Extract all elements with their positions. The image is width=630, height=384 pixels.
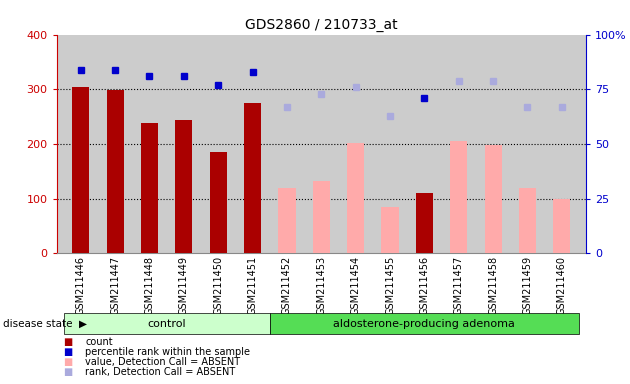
Bar xyxy=(244,103,261,253)
Text: aldosterone-producing adenoma: aldosterone-producing adenoma xyxy=(333,318,515,329)
Bar xyxy=(278,188,295,253)
Text: disease state  ▶: disease state ▶ xyxy=(3,318,87,329)
Bar xyxy=(519,188,536,253)
Title: GDS2860 / 210733_at: GDS2860 / 210733_at xyxy=(245,18,398,32)
Text: count: count xyxy=(85,337,113,347)
Bar xyxy=(312,180,330,253)
Bar xyxy=(484,145,501,253)
Text: control: control xyxy=(147,318,186,329)
Bar xyxy=(553,199,570,253)
Text: rank, Detection Call = ABSENT: rank, Detection Call = ABSENT xyxy=(85,367,235,377)
Bar xyxy=(416,193,433,253)
Bar xyxy=(347,143,364,253)
Bar xyxy=(450,141,467,253)
Bar xyxy=(64,313,270,334)
Text: ■: ■ xyxy=(63,337,72,347)
Bar xyxy=(72,86,89,253)
Bar xyxy=(175,121,192,253)
Bar xyxy=(270,313,579,334)
Bar xyxy=(106,90,123,253)
Bar xyxy=(141,123,158,253)
Bar xyxy=(210,152,227,253)
Text: value, Detection Call = ABSENT: value, Detection Call = ABSENT xyxy=(85,357,240,367)
Text: percentile rank within the sample: percentile rank within the sample xyxy=(85,347,250,357)
Text: ■: ■ xyxy=(63,357,72,367)
Bar xyxy=(381,207,399,253)
Text: ■: ■ xyxy=(63,347,72,357)
Text: ■: ■ xyxy=(63,367,72,377)
